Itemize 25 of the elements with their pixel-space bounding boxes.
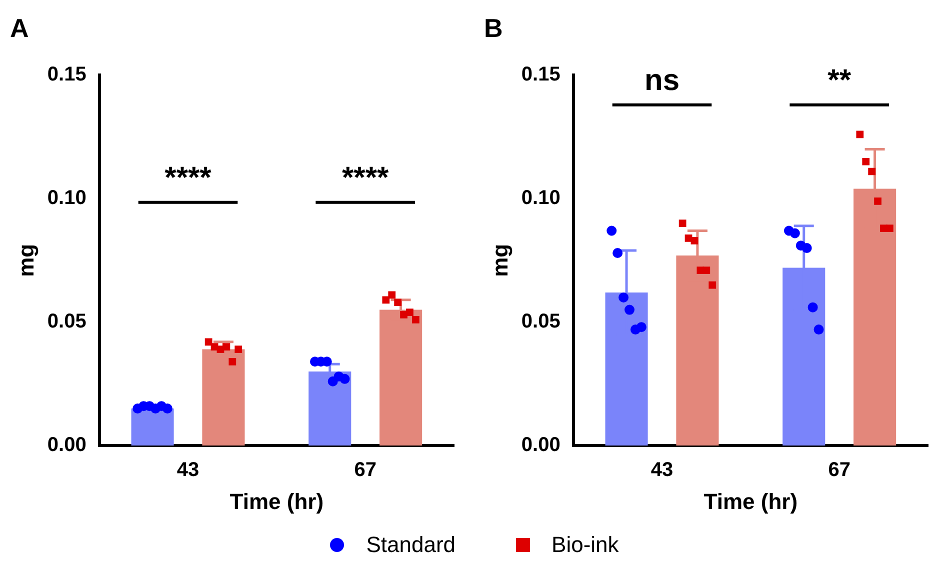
annotation: ns [644, 64, 680, 98]
y-tick-label: 0.00 [47, 434, 86, 456]
y-axis-title: mg [487, 244, 512, 277]
y-tick-label: 0.10 [47, 187, 86, 210]
x-tick-label: 67 [354, 459, 376, 482]
x-tick-label: 67 [828, 459, 850, 482]
y-tick-label: 0.05 [521, 310, 560, 333]
y-tick-label: 0.15 [521, 64, 560, 86]
y-tick-label: 0.05 [47, 310, 86, 333]
y-axis-title: mg [13, 244, 38, 277]
y-tick-label: 0.00 [521, 434, 560, 456]
y-tick-label: 0.10 [521, 187, 560, 210]
legend-label: Standard [366, 532, 456, 558]
x-axis-title: Time (hr) [704, 488, 798, 514]
x-tick-label: 43 [650, 459, 674, 482]
y-tick-label: 0.15 [47, 64, 86, 86]
x-tick-label: 43 [176, 459, 200, 482]
legend-label: Bio-ink [552, 532, 619, 558]
annotation: **** [164, 162, 212, 195]
x-axis-title: Time (hr) [230, 488, 324, 514]
annotation: **** [342, 162, 390, 195]
bar [131, 408, 174, 446]
chart-title: B [484, 12, 503, 43]
annotation: ** [828, 64, 852, 98]
chart-title: A [10, 12, 29, 43]
